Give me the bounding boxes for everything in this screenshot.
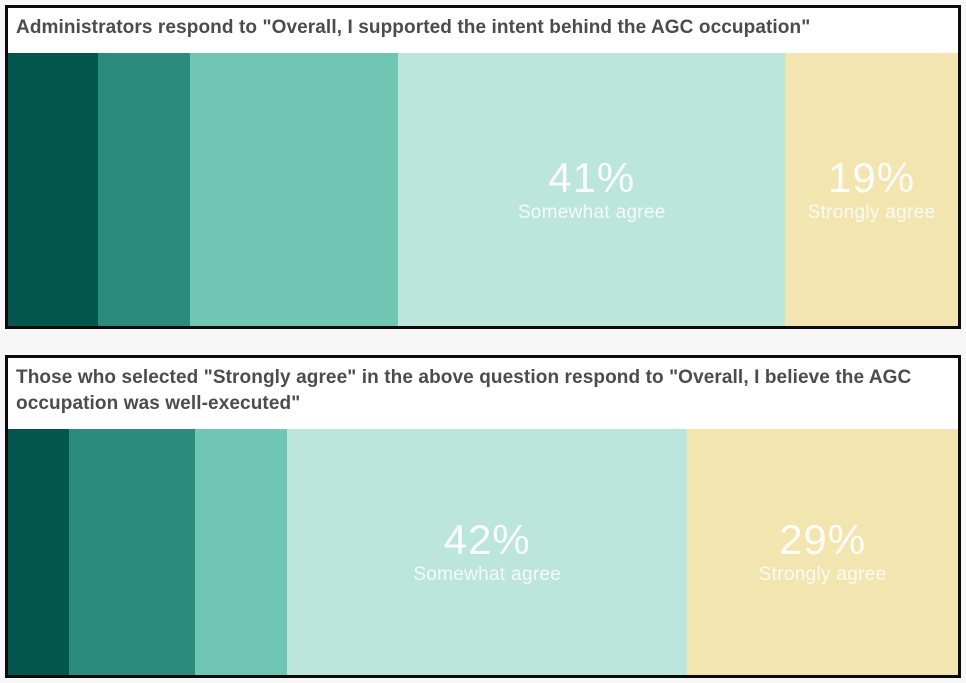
stacked-bar: 42% Somewhat agree 29% Strongly agree [8, 429, 958, 675]
segment-value-label: 42% [443, 516, 531, 564]
stacked-bar: 41% Somewhat agree 19% Strongly agree [8, 53, 958, 326]
bar-segment[interactable] [190, 53, 399, 326]
bar-segment[interactable] [195, 429, 288, 675]
bar-segment[interactable] [8, 429, 69, 675]
chart-panel-well-executed: Those who selected "Strongly agree" in t… [5, 355, 961, 678]
bar-segment-strongly-agree[interactable]: 19% Strongly agree [785, 53, 958, 326]
bar-segment-somewhat-agree[interactable]: 42% Somewhat agree [287, 429, 688, 675]
bar-segment[interactable] [8, 53, 99, 326]
bar-segment-somewhat-agree[interactable]: 41% Somewhat agree [398, 53, 786, 326]
segment-value-label: 29% [779, 516, 867, 564]
segment-value-label: 41% [548, 153, 636, 201]
segment-category-label: Strongly agree [758, 564, 887, 586]
chart-title: Administrators respond to "Overall, I su… [16, 17, 811, 38]
bar-segment[interactable] [98, 53, 191, 326]
segment-category-label: Somewhat agree [413, 564, 562, 586]
segment-category-label: Somewhat agree [517, 201, 666, 223]
bar-segment[interactable] [68, 429, 196, 675]
segment-value-label: 19% [827, 153, 916, 201]
chart-panel-support-intent: Administrators respond to "Overall, I su… [5, 5, 961, 329]
bar-segment-strongly-agree[interactable]: 29% Strongly agree [687, 429, 958, 675]
chart-title: Those who selected "Strongly agree" in t… [16, 367, 912, 415]
segment-category-label: Strongly agree [807, 201, 936, 223]
